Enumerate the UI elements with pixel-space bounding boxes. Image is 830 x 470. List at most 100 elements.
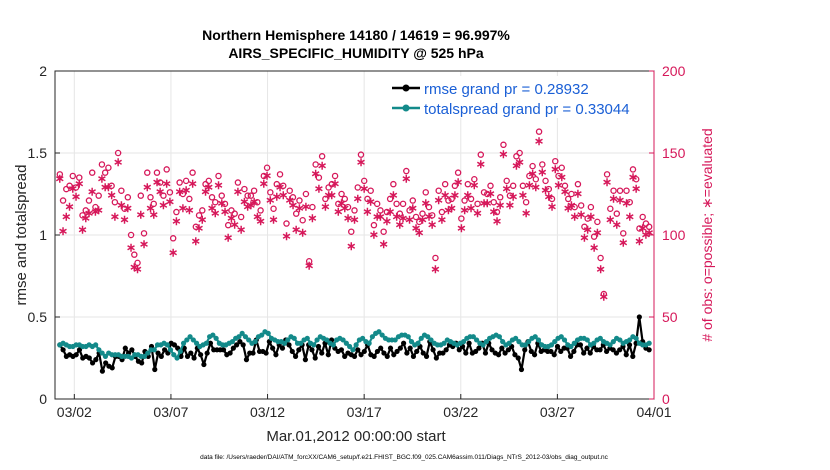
obs-evaluated-point: ∗: [120, 213, 130, 227]
obs-possible-point: [244, 192, 251, 199]
rmse-point: [60, 347, 66, 353]
obs-possible-point: [620, 230, 627, 237]
obs-evaluated-point: ∗: [534, 134, 544, 148]
totalspread-point: [597, 335, 603, 341]
obs-evaluated-point: ∗: [618, 236, 628, 250]
obs-possible-point: [137, 192, 145, 199]
obs-possible-point: [257, 207, 264, 214]
totalspread-point: [441, 340, 447, 346]
obs-possible-point: [642, 220, 650, 227]
obs-possible-point: [526, 172, 533, 180]
totalspread-point: [535, 337, 542, 343]
totalspread-point: [392, 337, 398, 343]
obs-evaluated-point: ∗: [333, 204, 343, 218]
obs-possible-point: [341, 195, 349, 203]
totalspread-point: [627, 337, 633, 343]
obs-evaluated-point: ∗: [392, 209, 402, 223]
obs-possible-point: [438, 208, 446, 216]
obs-possible-point: [192, 223, 200, 231]
obs-possible-point: [280, 182, 287, 190]
obs-possible-point: [406, 207, 413, 214]
obs-evaluated-point: ∗: [440, 188, 450, 202]
obs-possible-point: [571, 203, 578, 211]
totalspread-point: [187, 334, 193, 340]
obs-evaluated-point: ∗: [288, 198, 298, 212]
obs-possible-point: [416, 218, 423, 226]
obs-evaluated-point: ∗: [498, 147, 508, 161]
obs-evaluated-point: ∗: [469, 178, 479, 192]
obs-evaluated-point: ∗: [201, 185, 211, 199]
obs-evaluated-point: ∗: [81, 211, 91, 225]
rmse-point: [630, 353, 636, 359]
rmse-point: [410, 353, 417, 359]
obs-possible-point: [121, 205, 128, 213]
obs-evaluated-point: ∗: [460, 203, 470, 217]
totalspread-point: [584, 337, 590, 343]
rmse-point: [371, 353, 377, 359]
obs-evaluated-point: ∗: [278, 188, 288, 202]
rmse-point: [505, 347, 511, 353]
obs-possible-point: [296, 197, 303, 204]
obs-possible-point: [584, 215, 591, 222]
obs-possible-point: [173, 208, 180, 216]
obs-possible-point: [484, 190, 491, 198]
obs-possible-point: [477, 151, 485, 158]
obs-evaluated-point: ∗: [541, 183, 551, 197]
rmse-point: [495, 352, 502, 358]
obs-possible-point: [480, 189, 488, 196]
totalspread-point: [350, 347, 356, 353]
rmse-point: [381, 350, 387, 356]
obs-evaluated-point: ∗: [87, 185, 97, 199]
y-right-tick-label: 50: [662, 309, 678, 325]
rmse-point: [351, 353, 358, 359]
obs-evaluated-point: ∗: [447, 201, 457, 215]
obs-possible-point: [56, 171, 64, 178]
obs-possible-point: [218, 192, 225, 199]
rmse-point: [309, 347, 315, 353]
obs-evaluated-point: ∗: [110, 209, 120, 223]
totalspread-point: [607, 342, 613, 348]
x-axis-label: Mar.01,2012 00:00:00 start: [266, 428, 446, 445]
rmse-point: [623, 352, 629, 358]
obs-possible-point: [403, 167, 410, 175]
obs-evaluated-point: ∗: [330, 177, 340, 191]
rmse-point: [384, 353, 390, 359]
rmse-point: [220, 347, 227, 353]
obs-possible-point: [496, 194, 504, 201]
obs-evaluated-point: ∗: [515, 155, 525, 169]
obs-possible-point: [156, 179, 164, 186]
totalspread-point: [102, 353, 109, 359]
obs-possible-point: [315, 174, 323, 181]
rmse-point: [201, 361, 207, 368]
obs-possible-point: [118, 187, 125, 194]
rmse-point: [404, 350, 410, 356]
obs-evaluated-point: ∗: [638, 221, 648, 235]
obs-evaluated-point: ∗: [566, 198, 576, 212]
obs-evaluated-point: ∗: [327, 188, 337, 202]
obs-evaluated-point: ∗: [583, 222, 593, 236]
rmse-point: [279, 345, 286, 351]
obs-possible-point: [587, 203, 595, 211]
rmse-point: [86, 355, 92, 361]
obs-possible-point: [318, 153, 326, 160]
obs-possible-point: [373, 200, 381, 208]
obs-evaluated-point: ∗: [476, 157, 486, 171]
obs-evaluated-point: ∗: [71, 190, 81, 204]
y-right-tick-label: 200: [662, 63, 686, 79]
obs-evaluated-point: ∗: [207, 201, 217, 215]
obs-possible-point: [513, 153, 520, 160]
obs-evaluated-point: ∗: [489, 204, 499, 218]
totalspread-point: [252, 339, 258, 345]
rmse-point: [456, 347, 462, 353]
y-left-tick-label: 1.5: [28, 145, 48, 161]
rmse-point: [571, 348, 577, 355]
rmse-point: [610, 347, 616, 353]
obs-evaluated-point: ∗: [217, 196, 227, 210]
obs-evaluated-point: ∗: [317, 158, 327, 172]
obs-possible-point: [299, 216, 306, 224]
obs-possible-point: [325, 184, 332, 191]
obs-evaluated-point: ∗: [349, 213, 359, 227]
y-right-tick-label: 0: [662, 391, 670, 407]
totalspread-point: [418, 335, 424, 341]
obs-possible-point: [632, 175, 640, 183]
